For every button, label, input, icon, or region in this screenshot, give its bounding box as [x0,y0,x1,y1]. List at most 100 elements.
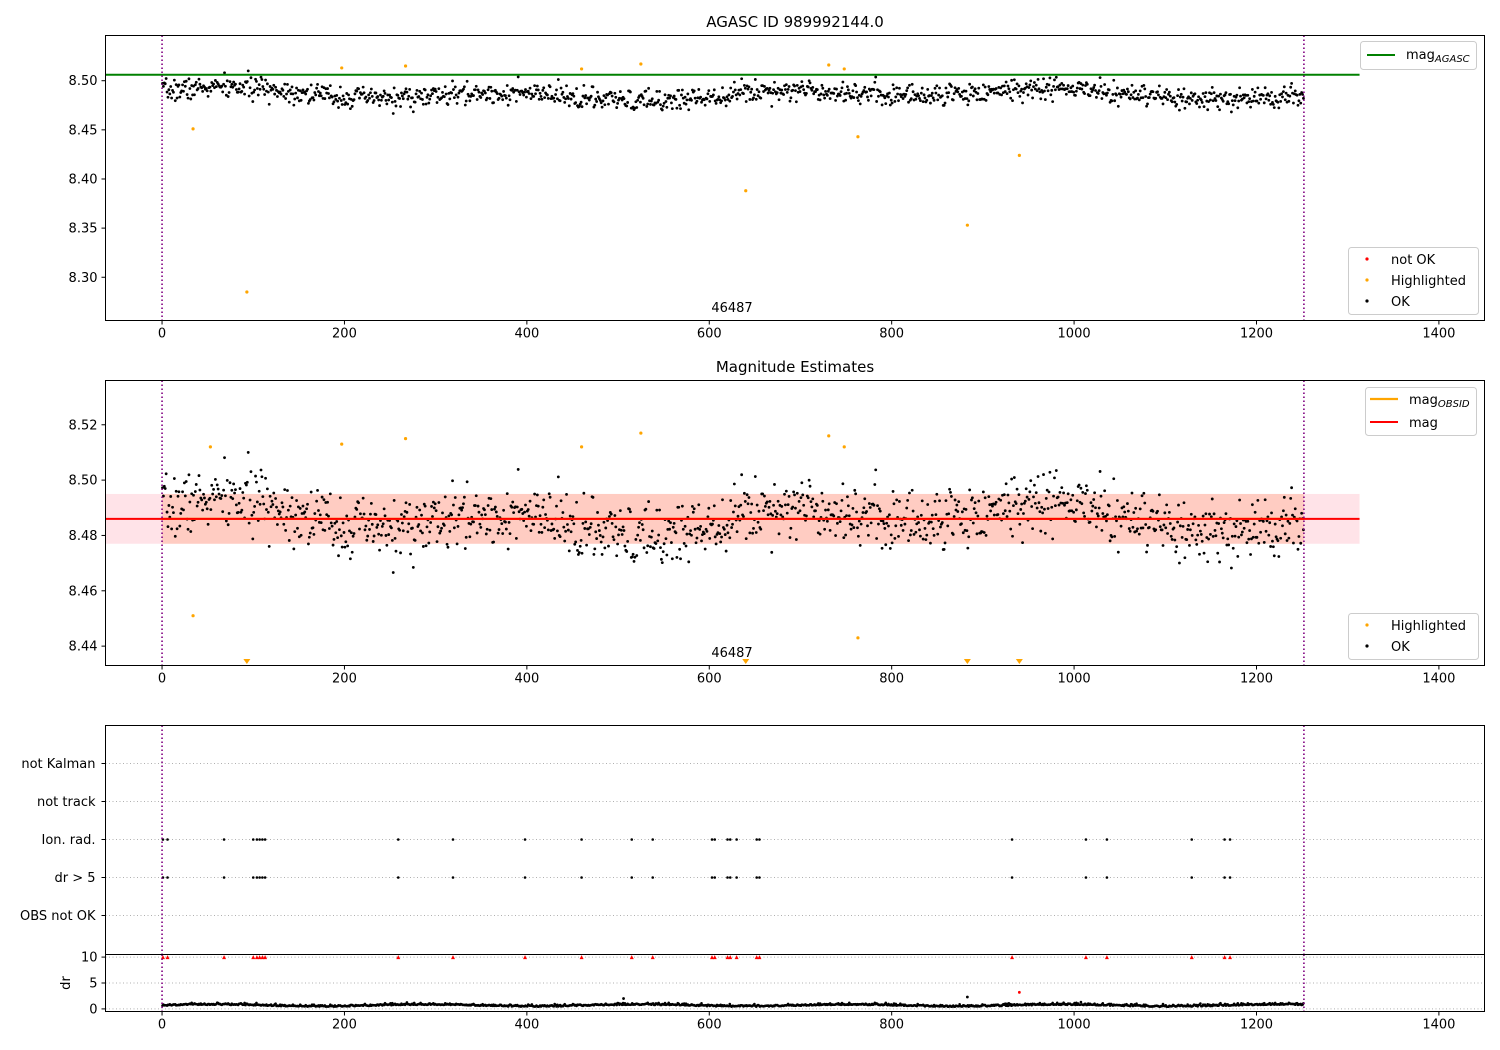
ok-point [1094,89,1097,92]
flag-point [396,876,400,879]
ok-point [1175,102,1179,106]
x-tick-label: 1400 [1422,327,1455,342]
ok-point [1252,522,1256,526]
ok-point [236,90,240,94]
ok-point [1012,476,1016,479]
ok-point [775,512,779,516]
ok-point [960,510,964,514]
ok-point [535,493,539,497]
ok-point [677,88,681,92]
ok-point [369,91,372,95]
ok-point [1066,492,1070,496]
ok-point [201,89,205,93]
ok-point [507,94,511,98]
ok-point [1138,89,1142,93]
ok-point [722,527,726,531]
ok-point [1099,85,1103,88]
ok-point [1080,87,1084,91]
ok-point [485,96,489,100]
ok-point [602,520,606,524]
ok-point [893,536,897,540]
ok-point [428,530,432,534]
ok-point [614,525,618,529]
ok-point [878,509,882,513]
ok-point [777,532,781,536]
ok-point [512,511,516,515]
ok-point [784,489,788,493]
ok-point [168,92,172,96]
ok-point [996,513,1000,516]
ok-point [453,496,457,499]
ok-point [807,478,811,482]
ok-point [423,504,427,508]
ok-point [429,521,433,524]
ok-point [1234,95,1238,99]
ok-point [664,537,668,541]
ok-point [1134,506,1138,510]
ok-point [1209,98,1212,102]
ok-point [348,107,352,111]
ok-point [788,99,792,103]
ok-point [378,548,381,552]
ok-point [495,92,499,95]
ok-point [334,98,338,101]
ok-point [240,89,244,93]
ok-point [647,500,651,503]
ok-point [953,86,957,90]
ok-point [511,87,515,90]
ok-point [772,503,775,507]
ok-point [367,93,371,97]
ok-point [801,84,805,88]
ok-point [486,88,490,92]
ok-point [205,507,209,511]
ok-point [265,508,268,511]
ok-point [966,103,970,107]
ok-point [787,85,791,88]
ok-point [744,537,748,541]
ok-point [252,90,256,94]
ok-point [925,533,929,537]
ok-point [511,500,515,504]
dr-capped-marker [725,955,730,960]
ok-point [404,501,408,505]
ok-point [847,514,851,518]
ok-point [1053,476,1056,480]
ok-point [206,95,210,98]
ok-point [257,489,261,493]
ok-point [1098,470,1102,473]
ok-point [1016,512,1020,516]
ok-point [882,522,886,526]
ok-point [421,102,425,106]
ok-point [406,530,410,534]
ok-point [984,534,988,537]
ok-point [783,492,786,496]
ok-point [1110,99,1114,103]
ok-point [729,499,733,502]
ok-point [1022,512,1025,515]
ok-point [717,524,721,527]
ok-point [950,495,953,498]
ok-point [633,555,637,559]
ok-point [952,515,956,518]
ok-point [1069,498,1073,502]
ok-point [591,495,595,499]
ok-point [720,99,723,103]
ok-point [271,87,275,91]
ok-point [681,527,685,531]
ok-point [1010,477,1014,481]
x-tick-label: 800 [879,327,904,342]
ok-point [1053,88,1057,92]
ok-point [1044,85,1048,89]
ok-point [1279,536,1283,540]
ok-point [1105,513,1109,517]
ok-point [784,83,788,87]
ok-point [372,534,376,538]
ok-point [493,507,496,511]
ok-point [1116,550,1120,554]
ok-point [938,499,941,503]
ok-point [992,513,996,517]
ok-point [659,103,662,107]
flag-point [263,838,267,841]
ok-point [1262,540,1266,544]
ok-point [599,101,603,105]
